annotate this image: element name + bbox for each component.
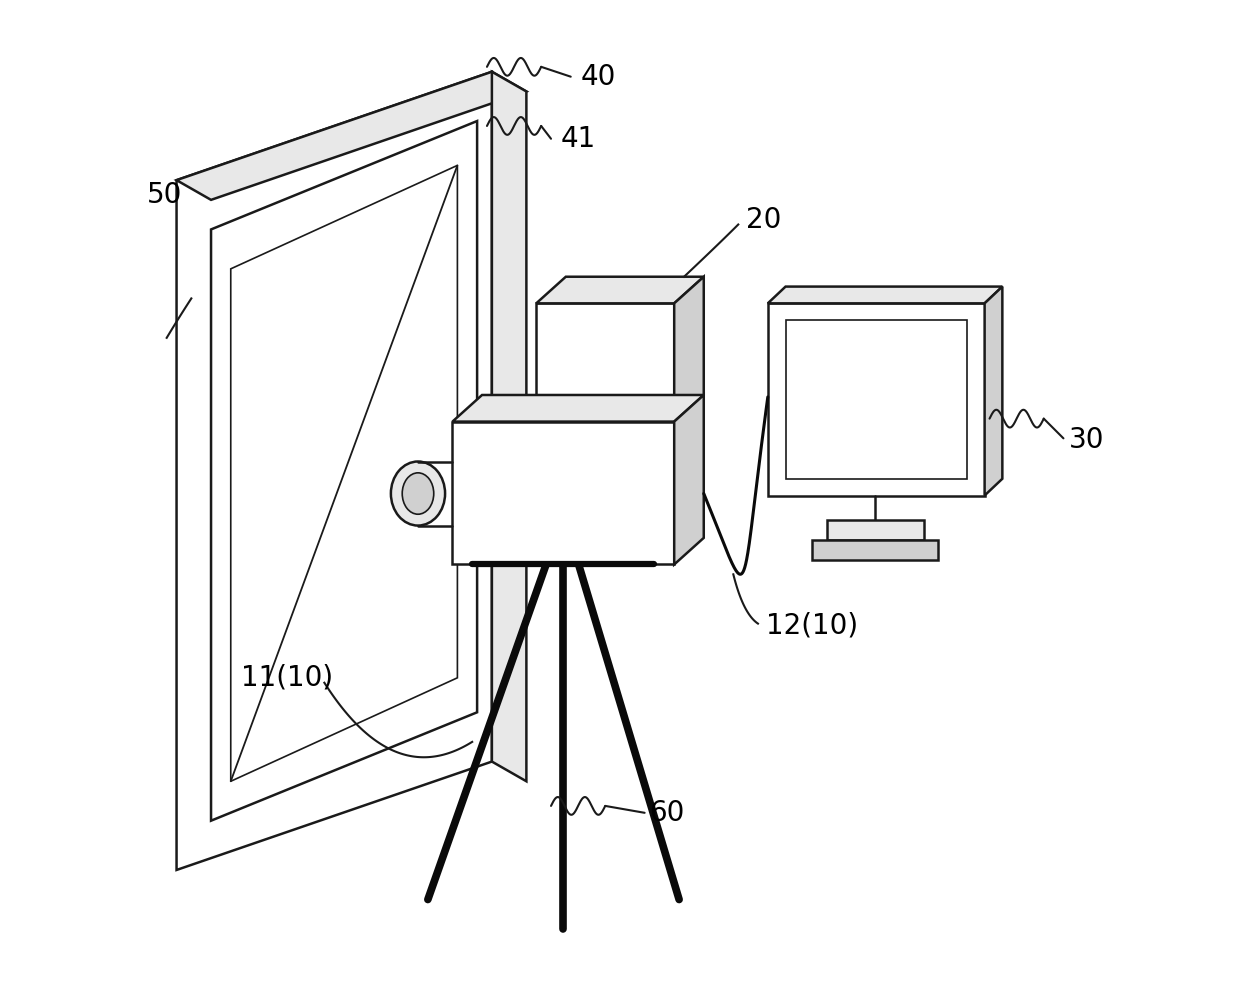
Polygon shape [768,286,1002,303]
Bar [768,303,985,496]
Polygon shape [812,540,939,560]
Polygon shape [675,276,704,421]
Polygon shape [985,286,1002,496]
Text: 20: 20 [746,205,781,234]
Text: 60: 60 [650,799,684,826]
Text: 40: 40 [580,62,616,91]
Polygon shape [211,121,477,821]
Polygon shape [453,395,704,421]
Polygon shape [176,71,492,870]
Bar [786,320,967,479]
Ellipse shape [391,462,445,525]
Polygon shape [453,421,675,565]
Ellipse shape [402,473,434,514]
Polygon shape [536,276,704,303]
Text: 30: 30 [1069,426,1104,454]
Polygon shape [176,71,527,200]
Text: 12(10): 12(10) [766,611,858,639]
Text: 50: 50 [148,181,182,209]
Polygon shape [231,165,458,781]
Polygon shape [827,520,924,540]
Text: 41: 41 [560,125,596,153]
Polygon shape [675,395,704,565]
Text: 11(10): 11(10) [241,664,332,692]
Polygon shape [536,303,675,421]
Polygon shape [492,71,527,781]
